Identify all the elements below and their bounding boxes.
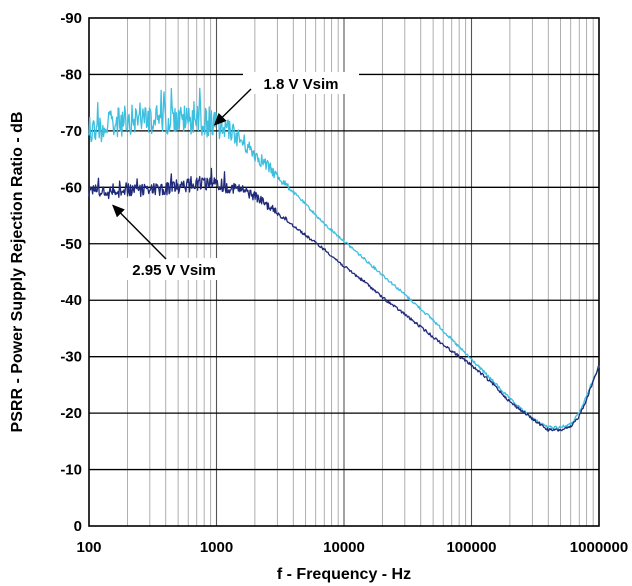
y-tick-label: 0 [74,518,82,535]
annotations: 1.8 V Vsim 2.95 V Vsim [104,72,359,280]
annotation-box [243,72,359,94]
plot-frame [88,17,600,527]
y-tick-label: -80 [60,66,82,83]
x-tick-label: 1000000 [570,539,628,556]
series-line-vsim-1p8 [88,87,600,430]
y-tick-label: -70 [60,123,82,140]
annotation-arrow [112,204,167,260]
y-tick-label: -90 [60,10,82,27]
grid [89,18,599,526]
series-group [88,87,600,432]
x-tick-label: 100 [76,539,101,556]
y-tick-label: -30 [60,349,82,366]
x-axis-title: f - Frequency - Hz [277,566,411,583]
x-tick-label: 1000 [200,539,233,556]
x-tick-label: 100000 [446,539,496,556]
annotation-box [104,258,244,280]
annotation-label-vsim-2p95: 2.95 V Vsim [132,262,215,279]
y-tick-label: -60 [60,179,82,196]
y-tick-label: -50 [60,236,82,253]
annotation-arrow [213,88,252,126]
y-axis-title: PSRR - Power Supply Rejection Ratio - dB [9,112,26,433]
y-tick-label: -10 [60,462,82,479]
tick-labels: 0 -10 -20 -30 -40 -50 -60 -70 -80 -90 100 1000 10000… [60,10,628,556]
annotation-label-vsim-1p8: 1.8 V Vsim [263,76,338,93]
x-tick-label: 10000 [323,539,365,556]
series-line-vsim-2p95 [88,167,600,432]
y-tick-label: -20 [60,405,82,422]
y-tick-label: -40 [60,292,82,309]
